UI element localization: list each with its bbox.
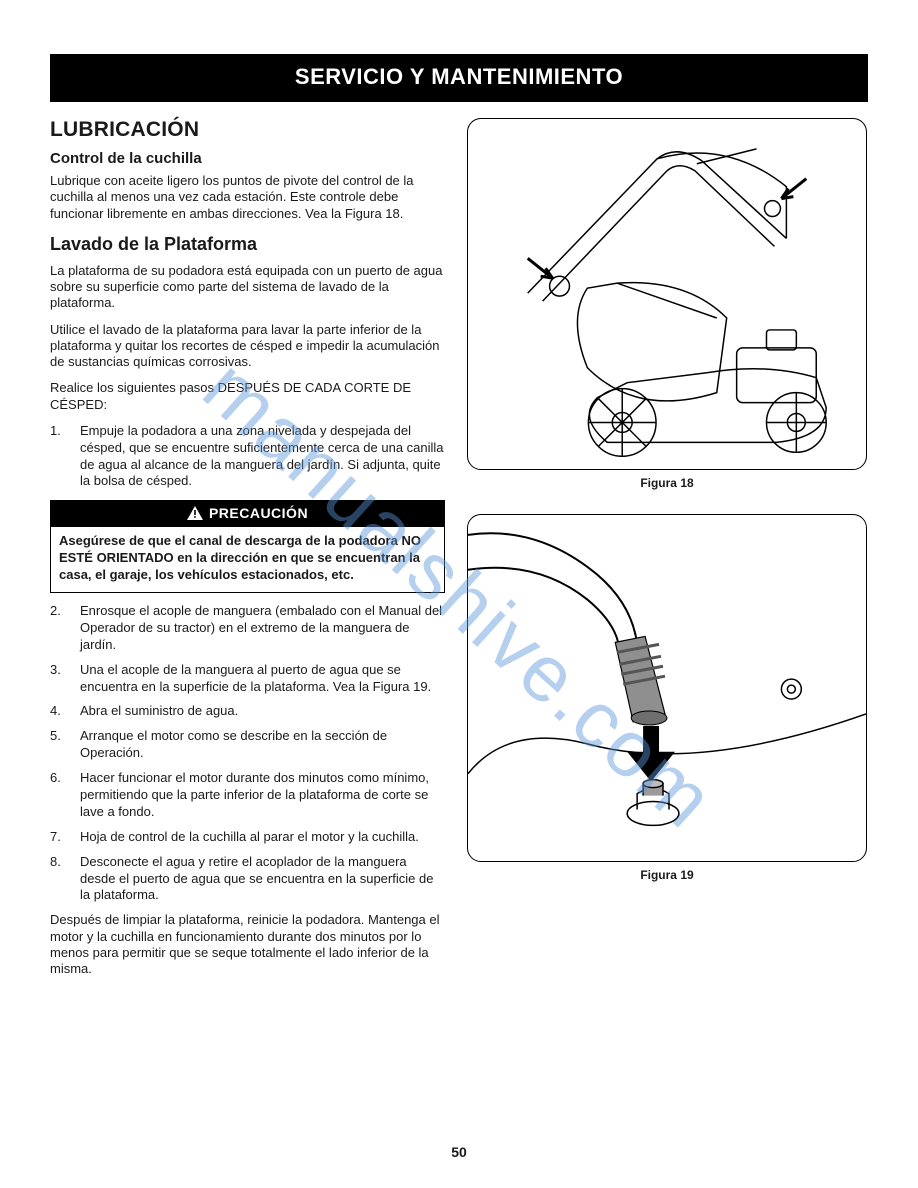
step-4: Abra el suministro de agua. [50,703,445,720]
para-lavado-2: Utilice el lavado de la plataforma para … [50,322,445,371]
step-5: Arranque el motor como se describe en la… [50,728,445,762]
heading-lavado: Lavado de la Plataforma [50,234,445,255]
figure-18-box [467,118,867,470]
step-7: Hoja de control de la cuchilla al parar … [50,829,445,846]
steps-after-caution: Enrosque el acople de manguera (embalado… [50,603,445,904]
caution-header: PRECAUCIÓN [51,501,444,527]
figure-19-caption: Figura 19 [467,868,867,882]
step-2: Enrosque el acople de manguera (embalado… [50,603,445,654]
left-column: LUBRICACIÓN Control de la cuchilla Lubri… [50,118,445,987]
step-1: Empuje la podadora a una zona nivelada y… [50,423,445,491]
section-banner: SERVICIO Y MANTENIMIENTO [50,54,868,102]
mower-illustration [468,119,866,469]
para-lavado-1: La plataforma de su podadora está equipa… [50,263,445,312]
caution-body: Asegúrese de que el canal de descarga de… [51,527,444,592]
right-column: Figura 18 [467,118,867,987]
steps-before-caution: Empuje la podadora a una zona nivelada y… [50,423,445,491]
warning-triangle-icon [187,506,203,520]
caution-label: PRECAUCIÓN [209,505,308,521]
step-6: Hacer funcionar el motor durante dos min… [50,770,445,821]
figure-19-box [467,514,867,862]
page-number: 50 [0,1144,918,1160]
para-lavado-3: Realice los siguientes pasos DESPUÉS DE … [50,380,445,413]
para-after: Después de limpiar la plataforma, reinic… [50,912,445,977]
hose-illustration [468,515,866,861]
step-8: Desconecte el agua y retire el acoplador… [50,854,445,905]
para-control: Lubrique con aceite ligero los puntos de… [50,173,445,222]
figure-18-caption: Figura 18 [467,476,867,490]
step-3: Una el acople de la manguera al puerto d… [50,662,445,696]
heading-lubricacion: LUBRICACIÓN [50,118,445,142]
heading-control-cuchilla: Control de la cuchilla [50,150,445,167]
caution-box: PRECAUCIÓN Asegúrese de que el canal de … [50,500,445,593]
